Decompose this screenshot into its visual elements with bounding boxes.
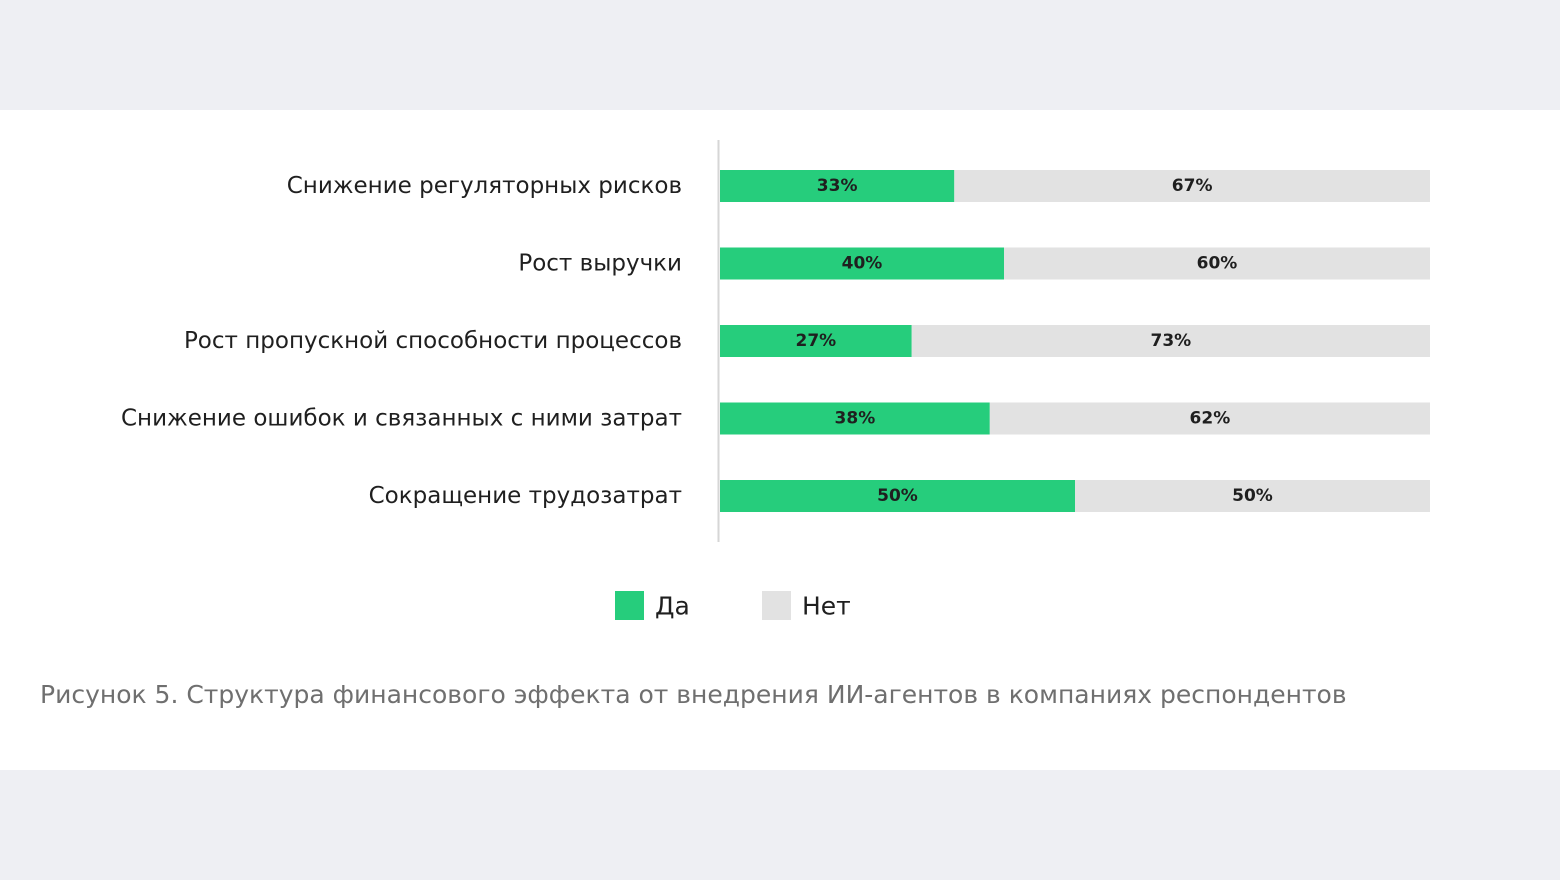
- data-label-no: 60%: [1197, 254, 1238, 274]
- bar-yes: [720, 480, 1075, 512]
- category-label: Рост пропускной способности процессов: [184, 328, 682, 354]
- data-label-yes: 38%: [835, 409, 876, 429]
- bar-no: [1004, 247, 1430, 280]
- bar-no: [989, 402, 1430, 435]
- legend-label-yes: Да: [655, 592, 690, 621]
- data-label-no: 50%: [1232, 486, 1273, 506]
- data-label-no: 73%: [1150, 331, 1191, 351]
- bar-no: [911, 325, 1430, 357]
- legend-swatch-yes: [615, 591, 644, 620]
- data-label-yes: 27%: [795, 331, 836, 351]
- bar-yes: [720, 247, 1004, 280]
- chart-panel: Снижение регуляторных рисков 33% 67% Рост в…: [0, 110, 1560, 770]
- data-label-yes: 33%: [817, 176, 858, 196]
- bar-yes: [720, 325, 912, 357]
- bar-yes: [720, 402, 990, 435]
- legend-swatch-no: [762, 591, 791, 620]
- data-label-yes: 50%: [877, 486, 918, 506]
- bar-no: [954, 170, 1430, 202]
- bar-yes: [720, 170, 955, 202]
- figure-caption: Рисунок 5. Структура финансового эффекта…: [40, 680, 1347, 709]
- data-label-yes: 40%: [842, 254, 883, 274]
- stacked-bar-chart: Снижение регуляторных рисков 33% 67% Рост в…: [121, 140, 1430, 621]
- category-label: Сокращение трудозатрат: [369, 483, 682, 509]
- legend-label-no: Нет: [802, 592, 851, 621]
- bar-no: [1075, 480, 1430, 512]
- category-label: Рост выручки: [518, 251, 682, 277]
- category-label: Снижение ошибок и связанных с ними затра…: [121, 406, 682, 432]
- category-label: Снижение регуляторных рисков: [287, 173, 682, 199]
- data-label-no: 67%: [1172, 176, 1213, 196]
- data-label-no: 62%: [1190, 409, 1231, 429]
